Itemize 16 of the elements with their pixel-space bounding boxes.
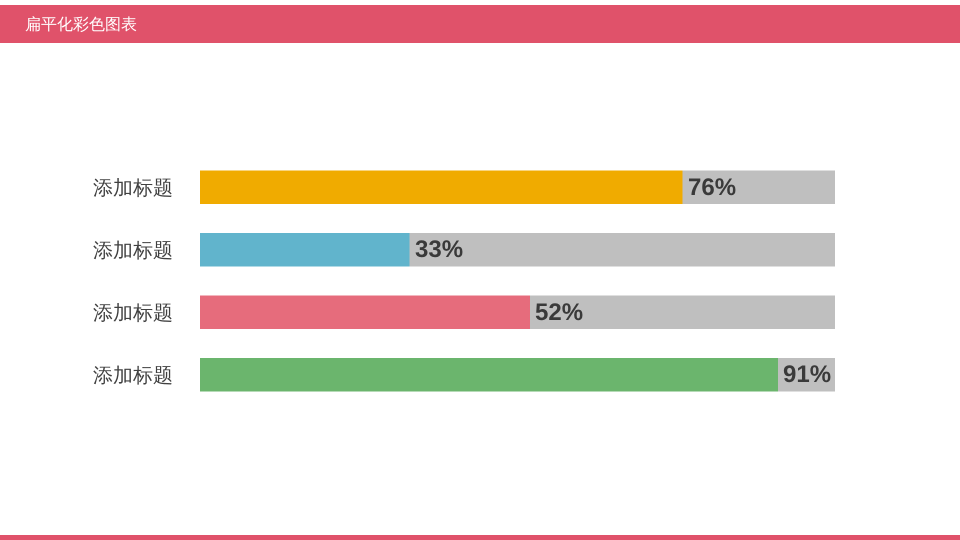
bar: [200, 170, 683, 204]
data-label: 91%: [783, 361, 832, 388]
y-tick-label: 添加标题: [93, 362, 173, 387]
y-tick-label: 添加标题: [93, 175, 173, 200]
data-label: 33%: [415, 236, 464, 263]
data-label: 52%: [535, 299, 584, 326]
bar: [200, 358, 778, 392]
bar: [410, 233, 835, 266]
bar: [200, 296, 530, 329]
y-tick-label: 添加标题: [93, 238, 173, 262]
bar: [682, 170, 835, 204]
data-label: 76%: [688, 174, 736, 201]
chart-title: 扁平化彩色图表: [25, 14, 137, 34]
bar: [200, 233, 410, 266]
y-tick-label: 添加标题: [93, 300, 173, 324]
bar: [530, 296, 835, 329]
